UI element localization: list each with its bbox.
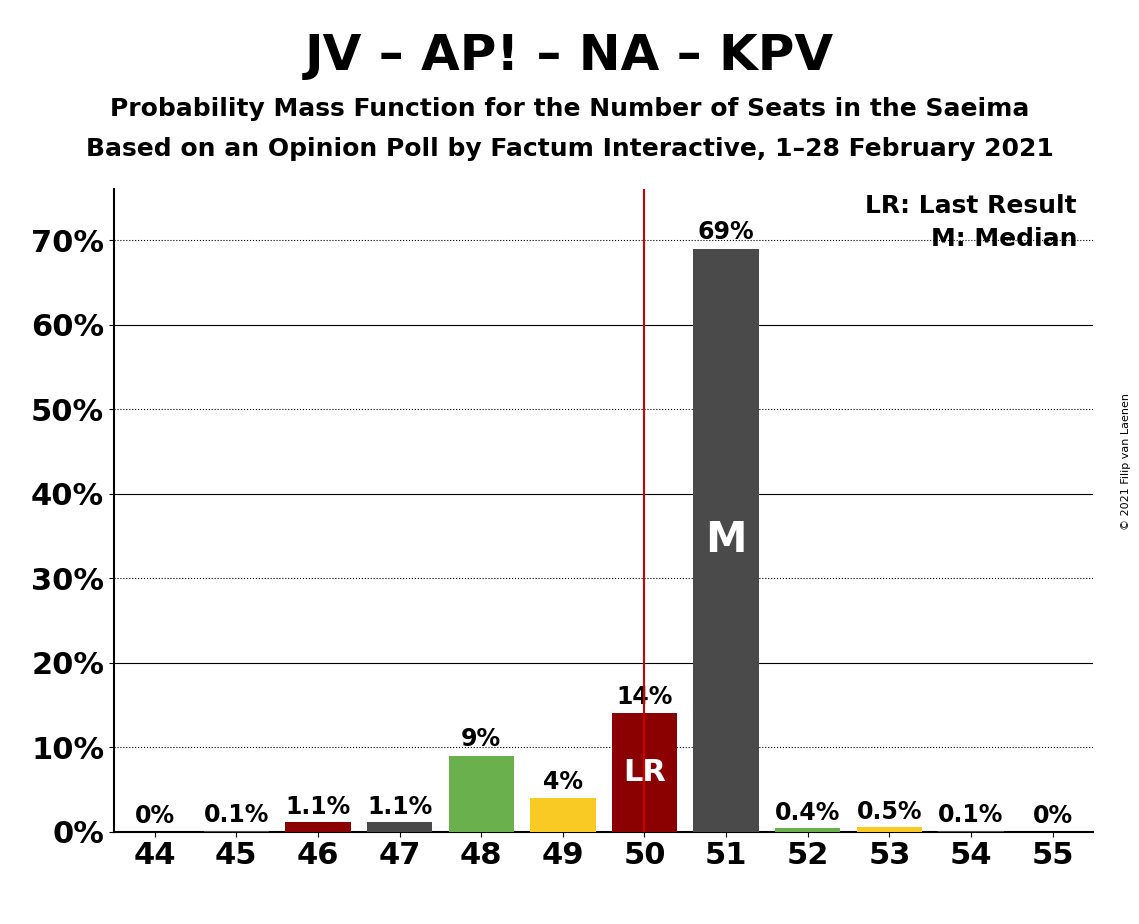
Text: 9%: 9% — [461, 727, 501, 751]
Text: 1.1%: 1.1% — [286, 795, 351, 819]
Text: LR: LR — [623, 758, 666, 787]
Bar — [694, 249, 759, 832]
Text: 0.5%: 0.5% — [857, 800, 923, 824]
Bar — [612, 713, 677, 832]
Text: 14%: 14% — [616, 685, 673, 709]
Text: Based on an Opinion Poll by Factum Interactive, 1–28 February 2021: Based on an Opinion Poll by Factum Inter… — [85, 137, 1054, 161]
Text: 4%: 4% — [543, 770, 583, 794]
Bar — [775, 828, 841, 832]
Text: 0%: 0% — [1033, 804, 1073, 828]
Text: M: M — [705, 519, 747, 561]
Text: M: Median: M: Median — [931, 227, 1077, 251]
Text: Probability Mass Function for the Number of Seats in the Saeima: Probability Mass Function for the Number… — [109, 97, 1030, 121]
Text: 0.1%: 0.1% — [939, 803, 1003, 827]
Bar — [367, 822, 432, 832]
Text: 1.1%: 1.1% — [367, 795, 432, 819]
Text: © 2021 Filip van Laenen: © 2021 Filip van Laenen — [1121, 394, 1131, 530]
Text: 69%: 69% — [698, 220, 754, 244]
Text: 0.4%: 0.4% — [775, 801, 841, 825]
Bar — [530, 797, 596, 832]
Bar — [857, 827, 921, 832]
Text: 0%: 0% — [134, 804, 174, 828]
Bar — [449, 756, 514, 832]
Text: LR: Last Result: LR: Last Result — [866, 194, 1077, 218]
Text: JV – AP! – NA – KPV: JV – AP! – NA – KPV — [305, 32, 834, 80]
Text: 0.1%: 0.1% — [204, 803, 269, 827]
Bar — [285, 822, 351, 832]
